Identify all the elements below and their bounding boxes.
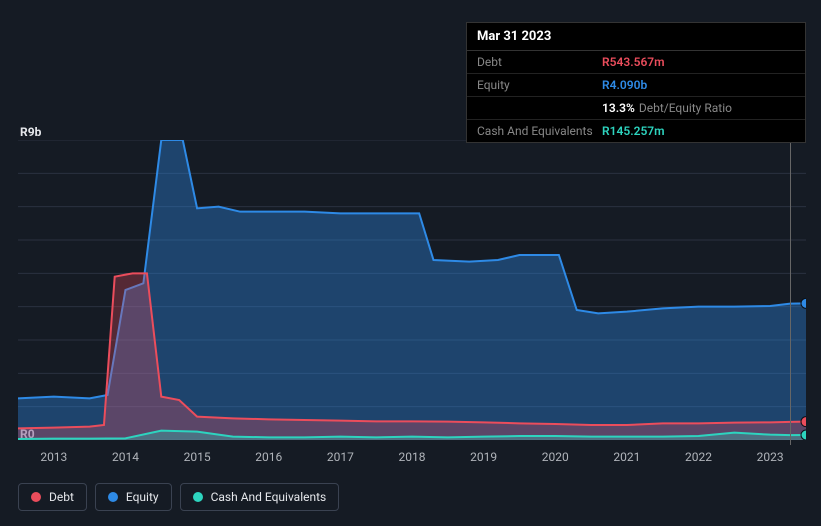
tooltip-value: 13.3%Debt/Equity Ratio: [602, 101, 732, 115]
chart-tooltip: Mar 31 2023 DebtR543.567mEquityR4.090b13…: [466, 22, 806, 143]
legend-label: Debt: [49, 490, 74, 504]
tooltip-value: R543.567m: [602, 55, 665, 69]
legend-dot-icon: [193, 492, 203, 502]
tooltip-value: R4.090b: [602, 78, 647, 92]
tooltip-label: Equity: [477, 78, 602, 92]
x-tick: 2022: [685, 450, 712, 464]
x-tick: 2023: [757, 450, 784, 464]
legend-item-equity[interactable]: Equity: [95, 483, 172, 511]
x-tick: 2018: [399, 450, 426, 464]
area-chart[interactable]: [18, 140, 806, 440]
tooltip-row: 13.3%Debt/Equity Ratio: [467, 97, 805, 120]
x-tick: 2015: [184, 450, 211, 464]
legend-label: Cash And Equivalents: [211, 490, 327, 504]
legend-dot-icon: [31, 492, 41, 502]
hover-line: [790, 140, 791, 445]
tooltip-label: [477, 101, 602, 115]
x-tick: 2013: [40, 450, 67, 464]
tooltip-row: DebtR543.567m: [467, 51, 805, 74]
y-axis-top-label: R9b: [20, 125, 41, 139]
x-axis-ticks: 2013 2014 2015 2016 2017 2018 2019 2020 2021 2022…: [18, 450, 806, 470]
tooltip-row: Cash And EquivalentsR145.257m: [467, 120, 805, 142]
x-tick: 2014: [112, 450, 139, 464]
tooltip-label: Debt: [477, 55, 602, 69]
x-tick: 2017: [327, 450, 354, 464]
tooltip-suffix: Debt/Equity Ratio: [639, 101, 732, 115]
legend: Debt Equity Cash And Equivalents: [18, 483, 339, 511]
x-tick: 2020: [542, 450, 569, 464]
tooltip-value: R145.257m: [602, 124, 665, 138]
x-tick: 2019: [470, 450, 497, 464]
x-tick: 2021: [613, 450, 640, 464]
legend-dot-icon: [108, 492, 118, 502]
legend-label: Equity: [126, 490, 159, 504]
tooltip-label: Cash And Equivalents: [477, 124, 602, 138]
legend-item-cash-and-equivalents[interactable]: Cash And Equivalents: [180, 483, 340, 511]
tooltip-date: Mar 31 2023: [467, 23, 805, 51]
x-tick: 2016: [255, 450, 282, 464]
tooltip-row: EquityR4.090b: [467, 74, 805, 97]
legend-item-debt[interactable]: Debt: [18, 483, 87, 511]
